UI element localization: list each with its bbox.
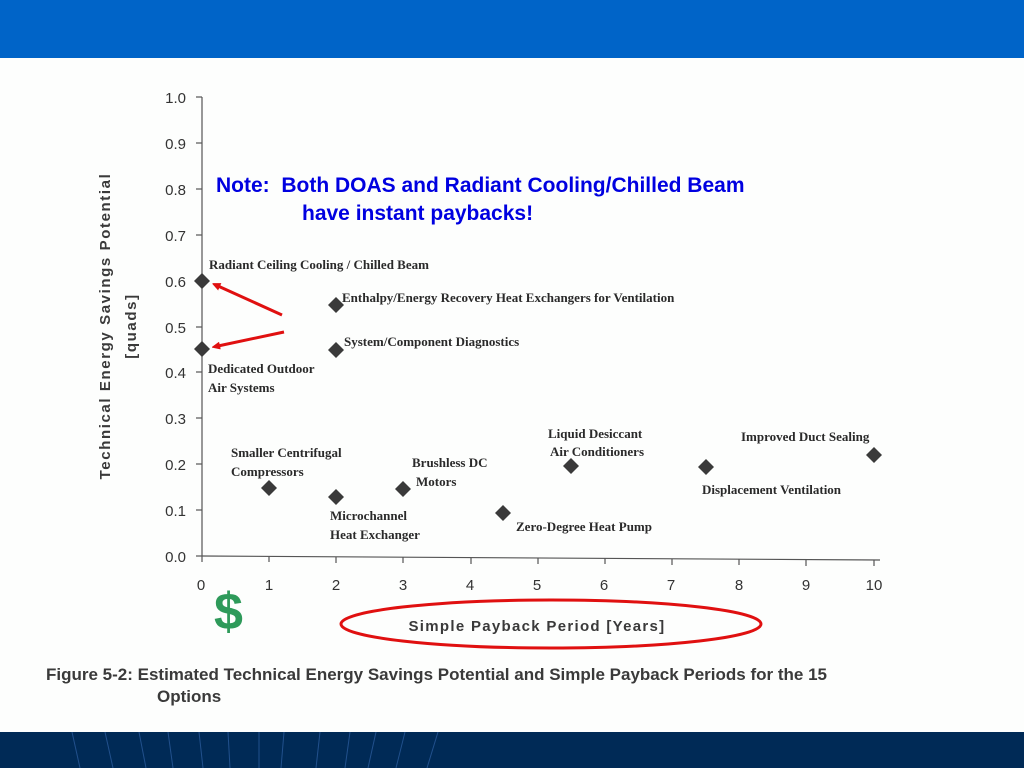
- x-tick-label: 0: [197, 577, 205, 594]
- arrow-to-radiant: [218, 286, 283, 317]
- x-tick-label: 6: [600, 577, 608, 594]
- footer-bar: [0, 732, 1024, 768]
- y-tick-label: 1.0: [165, 90, 186, 107]
- label-desiccant-1: Liquid Desiccant: [548, 426, 643, 441]
- label-brushless-2: Motors: [416, 474, 456, 489]
- title-bar: [0, 0, 1024, 58]
- dollar-icon: $: [214, 583, 243, 641]
- y-tick-label: 0.2: [165, 457, 186, 474]
- y-tick-label: 0.8: [165, 182, 186, 199]
- note-line1: Note: Both DOAS and Radiant Cooling/Chil…: [216, 174, 745, 197]
- marker-diagnostics: [328, 342, 344, 358]
- x-tick-label: 7: [667, 577, 675, 594]
- label-doas-1: Dedicated Outdoor: [208, 361, 315, 376]
- annotation-arrows: [218, 286, 285, 346]
- label-centrifugal-2: Compressors: [231, 464, 304, 479]
- note-line2: have instant paybacks!: [302, 202, 534, 225]
- label-microchannel-1: Microchannel: [330, 508, 407, 523]
- y-tick-label: 0.3: [165, 411, 186, 428]
- caption-line2: Options: [157, 687, 222, 706]
- x-axis: [201, 555, 881, 566]
- x-tick-label: 3: [399, 577, 407, 594]
- x-axis-title: Simple Payback Period [Years]: [409, 618, 666, 635]
- label-brushless-1: Brushless DC: [412, 455, 488, 470]
- x-tick-label: 4: [466, 577, 474, 594]
- arrow-to-doas: [218, 330, 285, 346]
- label-centrifugal-1: Smaller Centrifugal: [231, 445, 342, 460]
- label-diagnostics: System/Component Diagnostics: [344, 334, 519, 349]
- marker-doas: [194, 341, 210, 357]
- y-tick-labels: 1.0 0.9 0.8 0.7 0.6 0.5 0.4 0.3 0.2 0.1 …: [165, 90, 186, 566]
- y-tick-label: 0.4: [165, 365, 186, 382]
- x-tick-label: 2: [332, 577, 340, 594]
- y-axis: [196, 96, 203, 557]
- x-tick-label: 9: [802, 577, 810, 594]
- marker-duct-sealing: [866, 447, 882, 463]
- label-zero-degree: Zero-Degree Heat Pump: [516, 519, 652, 534]
- y-tick-label: 0.1: [165, 503, 186, 520]
- marker-zero-degree: [495, 505, 511, 521]
- data-markers: [194, 273, 882, 521]
- label-enthalpy: Enthalpy/Energy Recovery Heat Exchangers…: [342, 290, 675, 305]
- label-duct-sealing: Improved Duct Sealing: [741, 429, 870, 444]
- label-radiant: Radiant Ceiling Cooling / Chilled Beam: [209, 257, 429, 272]
- x-axis-title-ellipse: [339, 598, 763, 650]
- x-tick-label: 8: [735, 577, 743, 594]
- marker-desiccant: [563, 458, 579, 474]
- label-doas-2: Air Systems: [208, 380, 275, 395]
- marker-brushless: [395, 481, 411, 497]
- note-annotation: Note: Both DOAS and Radiant Cooling/Chil…: [216, 172, 745, 228]
- footer-rays-decoration: [71, 732, 439, 768]
- label-displacement: Displacement Ventilation: [702, 482, 842, 497]
- marker-microchannel: [328, 489, 344, 505]
- x-tick-label: 5: [533, 577, 541, 594]
- marker-enthalpy: [328, 297, 344, 313]
- label-desiccant-2: Air Conditioners: [550, 444, 644, 459]
- point-labels: Radiant Ceiling Cooling / Chilled Beam E…: [208, 257, 870, 542]
- y-tick-label: 0.7: [165, 228, 186, 245]
- y-tick-label: 0.9: [165, 136, 186, 153]
- marker-centrifugal: [261, 480, 277, 496]
- label-microchannel-2: Heat Exchanger: [330, 527, 420, 542]
- figure-caption: Figure 5-2: Estimated Technical Energy S…: [46, 664, 827, 708]
- x-tick-label: 1: [265, 577, 273, 594]
- x-tick-labels: 0 1 2 3 4 5 6 7 8 9 10: [197, 577, 883, 594]
- y-axis-title: Technical Energy Savings Potential [quad…: [97, 173, 140, 480]
- y-tick-label: 0.5: [165, 320, 186, 337]
- y-axis-title-line2: [quads]: [123, 293, 140, 358]
- caption-line1: Figure 5-2: Estimated Technical Energy S…: [46, 665, 827, 684]
- y-tick-label: 0.6: [165, 274, 186, 291]
- y-tick-label: 0.0: [165, 549, 186, 566]
- marker-displacement: [698, 459, 714, 475]
- x-tick-label: 10: [866, 577, 883, 594]
- marker-radiant: [194, 273, 210, 289]
- y-axis-title-line1: Technical Energy Savings Potential: [97, 173, 114, 480]
